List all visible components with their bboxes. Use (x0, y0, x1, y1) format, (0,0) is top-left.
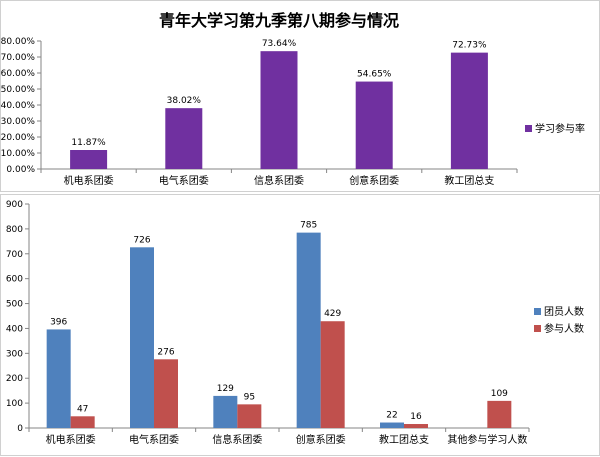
x-category-label: 电气系团委 (129, 433, 179, 446)
bar (165, 108, 203, 169)
y-tick-label: 900 (6, 200, 23, 210)
data-label: 11.87% (71, 138, 106, 148)
data-label: 54.65% (357, 70, 392, 80)
bar (237, 404, 262, 428)
legend-swatch (534, 325, 541, 332)
bar (46, 329, 71, 428)
bar (320, 321, 345, 428)
y-tick-label: 700 (6, 250, 23, 260)
member-participation-chart: 0 100 200 300 400 500 600 700 800 900 机电系团委 电气系团委 信息… (0, 194, 600, 456)
participation-rate-chart-svg: 青年大学习第九季第八期参与情况 0.00% 10.00% 20.00% 30.00% 40… (1, 11, 585, 187)
legend-label: 学习参与率 (535, 122, 585, 135)
x-category-label: 创意系团委 (349, 174, 399, 187)
x-category-label: 创意系团委 (296, 433, 346, 446)
x-category-label: 其他参与学习人数 (447, 433, 527, 446)
y-tick-label: 300 (6, 349, 23, 359)
y-tick-label: 40.00% (1, 101, 35, 111)
y-tick-label: 10.00% (1, 149, 35, 159)
participation-rate-chart: 青年大学习第九季第八期参与情况 0.00% 10.00% 20.00% 30.00% 40… (0, 0, 600, 192)
x-category-label: 机电系团委 (46, 433, 96, 446)
x-category-label: 机电系团委 (64, 174, 114, 187)
legend-label: 参与人数 (544, 322, 584, 335)
data-label: 38.02% (167, 96, 202, 106)
bar (154, 359, 178, 428)
data-label: 95 (244, 392, 255, 402)
bar (296, 232, 321, 428)
data-label: 429 (324, 309, 341, 319)
y-tick-label: 20.00% (1, 133, 35, 143)
x-category-label: 信息系团委 (254, 174, 304, 187)
y-tick-label: 0.00% (6, 165, 35, 175)
data-label: 22 (386, 411, 397, 421)
legend-swatch (534, 308, 541, 315)
legend-swatch (525, 125, 532, 132)
bar (213, 395, 238, 428)
data-label: 396 (50, 317, 67, 327)
y-tick-label: 0 (17, 424, 23, 434)
bar (380, 422, 404, 428)
y-tick-label: 80.00% (1, 37, 35, 47)
data-label: 129 (217, 384, 234, 394)
data-label: 72.73% (452, 41, 487, 51)
chart-title: 青年大学习第九季第八期参与情况 (159, 11, 399, 30)
data-label: 785 (300, 221, 317, 231)
data-label: 47 (77, 404, 88, 414)
y-tick-label: 30.00% (1, 117, 35, 127)
y-tick-label: 70.00% (1, 53, 35, 63)
bar (487, 400, 512, 428)
bar (70, 150, 108, 169)
data-label: 276 (157, 347, 174, 357)
y-tick-label: 200 (6, 374, 23, 384)
y-tick-label: 400 (6, 324, 23, 334)
data-label: 109 (491, 389, 508, 399)
bar (70, 416, 95, 428)
bar (130, 247, 154, 428)
y-tick-label: 600 (6, 275, 23, 285)
x-category-label: 教工团总支 (444, 174, 494, 187)
bar (404, 424, 428, 428)
data-label: 73.64% (262, 39, 297, 49)
y-tick-label: 100 (6, 399, 23, 409)
bar (450, 52, 488, 169)
x-category-label: 电气系团委 (159, 174, 209, 187)
y-tick-label: 500 (6, 300, 23, 310)
data-label: 726 (133, 235, 150, 245)
x-category-label: 信息系团委 (212, 433, 262, 446)
y-tick-label: 50.00% (1, 85, 35, 95)
bar (260, 51, 298, 170)
y-tick-label: 60.00% (1, 69, 35, 79)
bar (355, 81, 393, 169)
data-label: 16 (410, 412, 422, 422)
legend-label: 团员人数 (544, 305, 584, 318)
y-tick-label: 800 (6, 225, 23, 235)
member-participation-chart-svg: 0 100 200 300 400 500 600 700 800 900 机电系团委 电气系团委 信息… (6, 200, 584, 446)
x-category-label: 教工团总支 (379, 433, 429, 446)
